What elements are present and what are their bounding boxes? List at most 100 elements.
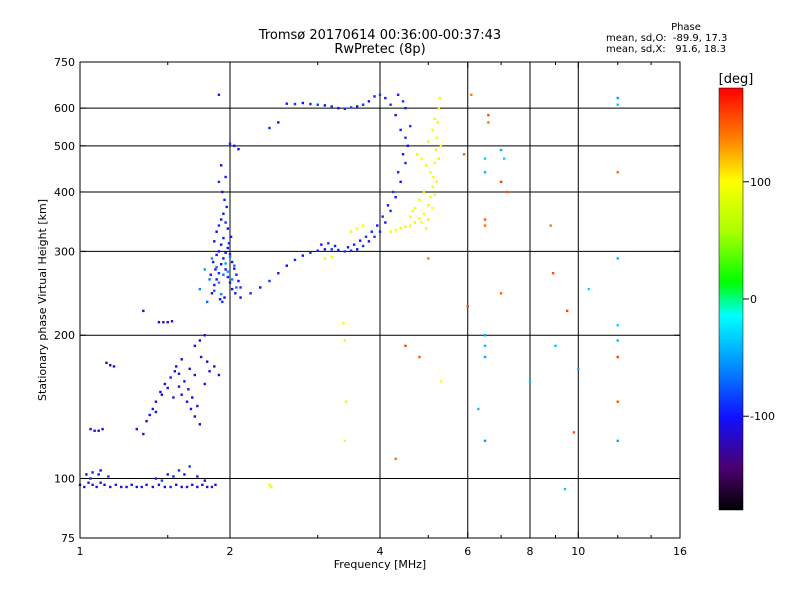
data-point bbox=[183, 473, 186, 476]
data-point bbox=[219, 263, 223, 266]
data-point bbox=[483, 157, 487, 160]
data-point bbox=[172, 396, 175, 399]
data-point bbox=[333, 244, 337, 248]
data-point bbox=[224, 175, 227, 179]
data-point bbox=[487, 113, 490, 117]
data-point bbox=[433, 193, 436, 196]
data-point bbox=[154, 400, 158, 403]
data-point bbox=[349, 106, 353, 109]
data-point bbox=[85, 473, 88, 476]
data-point bbox=[616, 103, 619, 106]
data-point bbox=[199, 355, 203, 359]
y-tick-label: 100 bbox=[54, 473, 75, 486]
data-point bbox=[157, 321, 161, 324]
data-point bbox=[191, 483, 194, 487]
data-point bbox=[364, 235, 368, 238]
data-point bbox=[99, 469, 102, 472]
data-point bbox=[418, 198, 421, 202]
data-point bbox=[177, 469, 181, 472]
data-point bbox=[587, 287, 591, 291]
data-point bbox=[404, 225, 407, 228]
data-point bbox=[185, 485, 189, 489]
data-point bbox=[352, 243, 356, 246]
data-point bbox=[234, 292, 237, 295]
data-point bbox=[343, 439, 347, 443]
data-point bbox=[213, 283, 216, 287]
data-point bbox=[301, 101, 305, 105]
data-point bbox=[229, 235, 233, 238]
data-point bbox=[208, 278, 211, 281]
data-point bbox=[409, 124, 412, 128]
data-point bbox=[193, 344, 197, 348]
y-tick-label: 200 bbox=[54, 329, 75, 342]
data-point bbox=[180, 485, 183, 489]
data-point bbox=[189, 407, 193, 411]
data-point bbox=[439, 144, 443, 148]
data-point bbox=[154, 477, 158, 480]
data-point bbox=[198, 339, 202, 342]
data-point bbox=[228, 255, 232, 259]
data-point bbox=[429, 171, 432, 174]
data-point bbox=[205, 300, 209, 304]
data-point bbox=[431, 185, 434, 189]
data-point bbox=[221, 190, 224, 194]
data-point bbox=[177, 372, 181, 375]
data-point bbox=[223, 296, 226, 299]
data-point bbox=[177, 385, 181, 388]
data-point bbox=[394, 113, 397, 117]
data-point bbox=[83, 485, 86, 489]
data-point bbox=[97, 473, 100, 476]
data-point bbox=[316, 103, 319, 106]
data-point bbox=[157, 483, 161, 487]
y-axis-label: Stationary phase Virtual Height [km] bbox=[36, 199, 49, 401]
data-point bbox=[487, 121, 490, 124]
x-axis-label: Frequency [MHz] bbox=[334, 558, 426, 571]
data-point bbox=[404, 136, 407, 139]
data-point bbox=[437, 157, 441, 160]
data-point bbox=[404, 106, 407, 110]
data-point bbox=[367, 240, 371, 243]
data-point bbox=[205, 485, 209, 489]
data-point bbox=[213, 365, 216, 368]
data-point bbox=[228, 281, 232, 284]
data-point bbox=[223, 198, 226, 202]
data-point bbox=[226, 227, 230, 230]
data-point bbox=[316, 249, 319, 252]
data-point bbox=[358, 239, 362, 242]
data-point bbox=[349, 249, 353, 252]
data-point bbox=[219, 243, 223, 246]
x-tick-label: 6 bbox=[464, 545, 471, 558]
data-point bbox=[93, 429, 96, 432]
data-points bbox=[78, 93, 619, 491]
data-point bbox=[249, 292, 252, 295]
data-point bbox=[210, 257, 214, 260]
data-point bbox=[355, 227, 359, 230]
data-point bbox=[228, 142, 232, 145]
colorbar-tick-label: -100 bbox=[750, 410, 775, 423]
data-point bbox=[285, 102, 288, 105]
data-point bbox=[237, 147, 240, 151]
data-point bbox=[367, 100, 371, 103]
data-point bbox=[422, 212, 426, 215]
y-tick-label: 75 bbox=[61, 532, 75, 545]
y-tick-label: 500 bbox=[54, 140, 75, 153]
data-point bbox=[188, 367, 191, 371]
data-point bbox=[432, 175, 435, 179]
data-point bbox=[616, 96, 619, 100]
data-point bbox=[572, 431, 576, 434]
data-point bbox=[361, 244, 365, 248]
data-point bbox=[203, 382, 206, 386]
data-point bbox=[413, 221, 417, 224]
data-point bbox=[396, 93, 400, 96]
data-point bbox=[222, 236, 225, 240]
data-point bbox=[378, 93, 382, 96]
phase-stats-x-mode: mean, sd,X: 91.6, 18.3 bbox=[606, 44, 727, 55]
data-point bbox=[399, 226, 402, 230]
data-point bbox=[394, 457, 397, 461]
data-point bbox=[309, 251, 312, 255]
y-tick-label: 300 bbox=[54, 245, 75, 258]
data-point bbox=[89, 427, 92, 431]
data-point bbox=[103, 483, 106, 487]
data-point bbox=[396, 171, 400, 174]
